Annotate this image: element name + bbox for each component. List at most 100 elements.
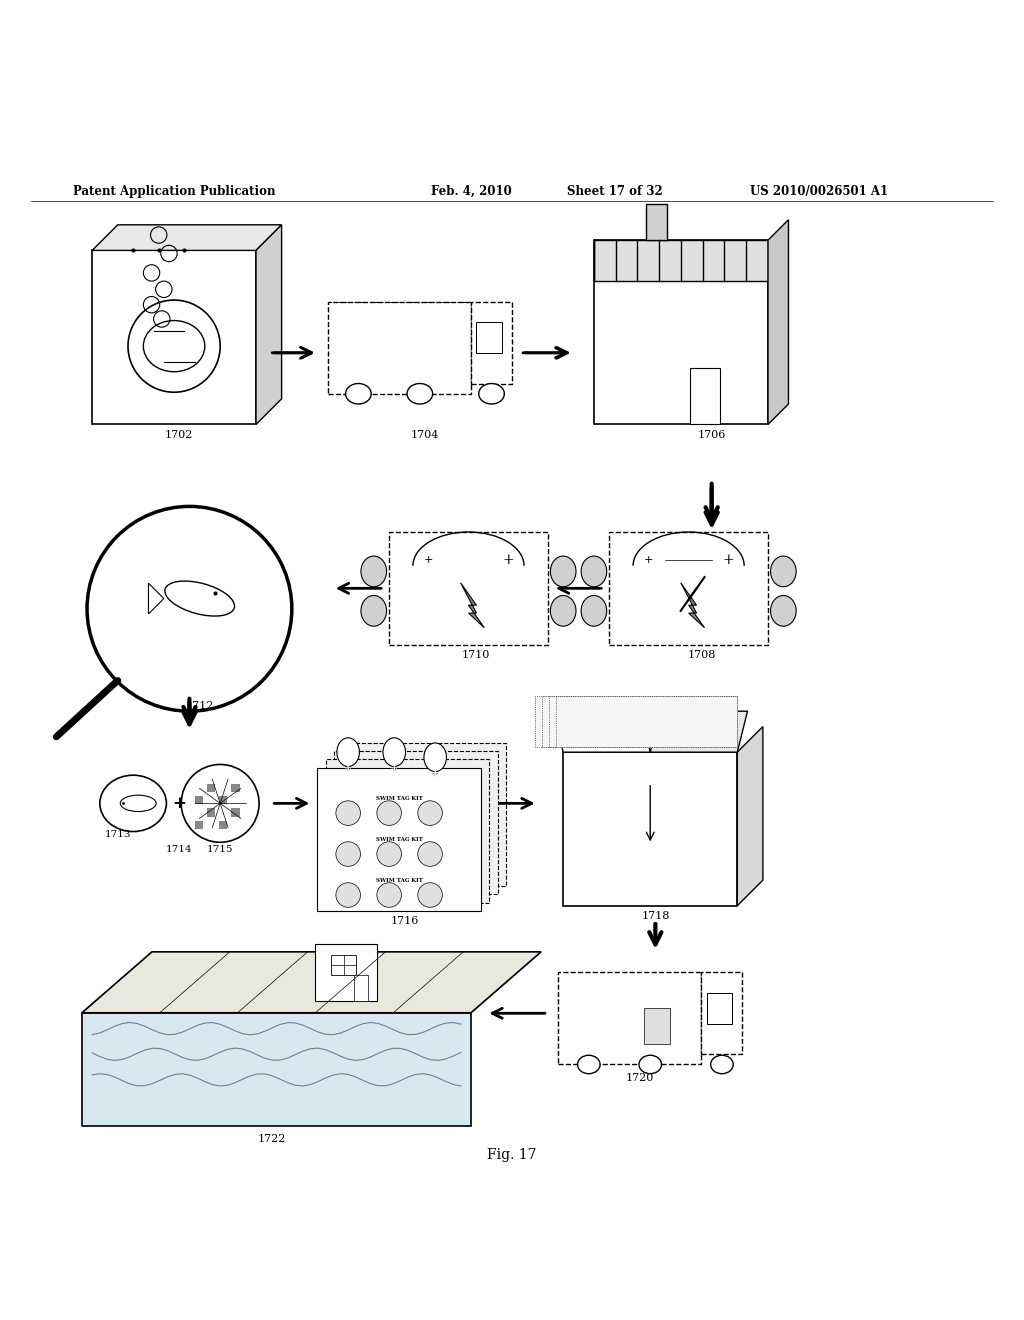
Text: SWIM TAG KIT: SWIM TAG KIT [376,878,423,883]
Text: +: + [723,553,734,568]
Text: Feb. 4, 2010: Feb. 4, 2010 [431,185,511,198]
Bar [549,696,737,747]
Bar [219,821,227,829]
FancyBboxPatch shape [317,767,481,911]
FancyArrowPatch shape [646,785,654,838]
FancyArrowPatch shape [500,799,531,808]
Circle shape [377,842,401,866]
Bar [195,821,203,829]
Text: +: + [172,795,186,812]
FancyArrowPatch shape [646,785,654,840]
Text: SWIM TAG KIT: SWIM TAG KIT [376,837,423,842]
Bar [231,808,240,817]
Bar [195,796,203,804]
Polygon shape [768,219,788,425]
Ellipse shape [581,556,606,587]
Bar [231,784,240,792]
Text: +: + [424,556,433,565]
Bar [476,322,502,352]
Ellipse shape [479,384,505,404]
Text: 1715: 1715 [207,845,233,854]
Ellipse shape [121,795,157,812]
Polygon shape [681,582,705,628]
Bar [315,944,377,1001]
Ellipse shape [711,1055,733,1073]
Bar [207,784,215,792]
Bar [563,752,737,906]
Polygon shape [737,726,763,906]
Bar [92,251,256,425]
Polygon shape [650,711,748,752]
Circle shape [418,801,442,825]
Ellipse shape [770,556,797,587]
FancyBboxPatch shape [334,751,498,895]
Bar [331,954,356,975]
Circle shape [336,842,360,866]
Text: SWIM TAG KIT: SWIM TAG KIT [376,796,423,801]
Polygon shape [553,711,650,752]
FancyArrowPatch shape [392,767,396,772]
Bar [542,696,737,747]
FancyArrowPatch shape [649,924,662,944]
Bar [558,973,701,1064]
Text: Fig. 17: Fig. 17 [487,1147,537,1162]
FancyBboxPatch shape [342,743,506,886]
Text: +: + [503,553,514,568]
Bar [354,975,368,1001]
Circle shape [336,801,360,825]
Bar [219,796,227,804]
Circle shape [87,507,292,711]
Ellipse shape [100,775,166,832]
Ellipse shape [360,595,387,626]
Text: 1712: 1712 [185,701,214,711]
Bar [328,301,471,393]
Text: 1714: 1714 [166,845,193,854]
FancyBboxPatch shape [326,759,489,903]
Circle shape [418,842,442,866]
Circle shape [336,883,360,907]
Text: 1704: 1704 [411,430,439,440]
Circle shape [128,300,220,392]
Bar [701,973,742,1055]
Ellipse shape [581,595,606,626]
Polygon shape [256,224,282,425]
FancyArrowPatch shape [706,483,718,524]
FancyBboxPatch shape [389,532,548,644]
Ellipse shape [165,581,234,616]
Text: 1708: 1708 [687,649,716,660]
FancyArrowPatch shape [559,583,601,593]
Text: +: + [644,556,653,565]
FancyArrowPatch shape [272,347,311,358]
Text: 1720: 1720 [626,1073,654,1082]
FancyArrowPatch shape [339,583,381,593]
Ellipse shape [360,556,387,587]
Ellipse shape [424,743,446,772]
Bar [471,301,512,384]
Ellipse shape [143,321,205,372]
Ellipse shape [383,738,406,767]
Ellipse shape [551,595,575,626]
Text: 1722: 1722 [257,1134,286,1144]
Ellipse shape [345,384,372,404]
Polygon shape [82,1012,471,1126]
Text: 1713: 1713 [104,829,131,838]
Circle shape [181,764,259,842]
Bar [644,1008,670,1044]
Text: Patent Application Publication: Patent Application Publication [73,185,275,198]
Text: 1706: 1706 [697,430,726,440]
Text: 1702: 1702 [165,430,194,440]
FancyArrowPatch shape [433,772,437,777]
Text: 1710: 1710 [462,649,490,660]
FancyArrowPatch shape [493,1008,545,1018]
Ellipse shape [639,1055,662,1073]
Bar [690,368,721,425]
Bar [707,993,732,1023]
Polygon shape [148,583,164,614]
Polygon shape [461,582,484,628]
FancyArrowPatch shape [183,698,196,725]
Bar [207,808,215,817]
Polygon shape [82,952,541,1012]
Circle shape [377,883,401,907]
Ellipse shape [770,595,797,626]
Text: 1716: 1716 [390,916,419,927]
